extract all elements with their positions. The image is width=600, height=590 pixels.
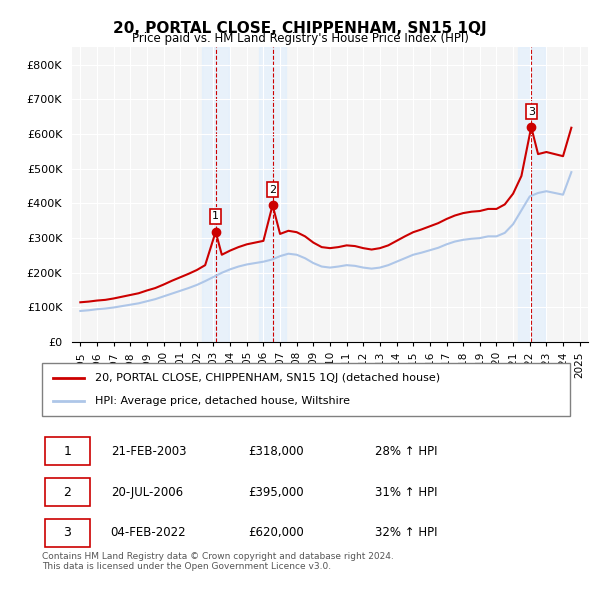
Text: 21-FEB-2003: 21-FEB-2003	[110, 445, 186, 458]
Text: Contains HM Land Registry data © Crown copyright and database right 2024.
This d: Contains HM Land Registry data © Crown c…	[42, 552, 394, 571]
Bar	[518, 47, 545, 342]
Text: 2: 2	[64, 486, 71, 499]
Text: 20, PORTAL CLOSE, CHIPPENHAM, SN15 1QJ (detached house): 20, PORTAL CLOSE, CHIPPENHAM, SN15 1QJ (…	[95, 373, 440, 383]
FancyBboxPatch shape	[42, 363, 570, 416]
Text: 31% ↑ HPI: 31% ↑ HPI	[374, 486, 437, 499]
Text: 3: 3	[528, 107, 535, 117]
Text: 32% ↑ HPI: 32% ↑ HPI	[374, 526, 437, 539]
FancyBboxPatch shape	[44, 438, 89, 465]
Text: HPI: Average price, detached house, Wiltshire: HPI: Average price, detached house, Wilt…	[95, 396, 350, 406]
Bar	[202, 47, 229, 342]
FancyBboxPatch shape	[44, 519, 89, 546]
Text: 20, PORTAL CLOSE, CHIPPENHAM, SN15 1QJ: 20, PORTAL CLOSE, CHIPPENHAM, SN15 1QJ	[113, 21, 487, 35]
Text: 3: 3	[64, 526, 71, 539]
Text: Price paid vs. HM Land Registry's House Price Index (HPI): Price paid vs. HM Land Registry's House …	[131, 32, 469, 45]
Text: £395,000: £395,000	[248, 486, 304, 499]
Text: 28% ↑ HPI: 28% ↑ HPI	[374, 445, 437, 458]
Text: 20-JUL-2006: 20-JUL-2006	[110, 486, 183, 499]
FancyBboxPatch shape	[44, 478, 89, 506]
Text: 2: 2	[269, 185, 276, 195]
Text: 1: 1	[212, 211, 219, 221]
Text: 1: 1	[64, 445, 71, 458]
Text: 04-FEB-2022: 04-FEB-2022	[110, 526, 186, 539]
Bar	[259, 47, 286, 342]
Text: £620,000: £620,000	[248, 526, 304, 539]
Text: £318,000: £318,000	[248, 445, 304, 458]
